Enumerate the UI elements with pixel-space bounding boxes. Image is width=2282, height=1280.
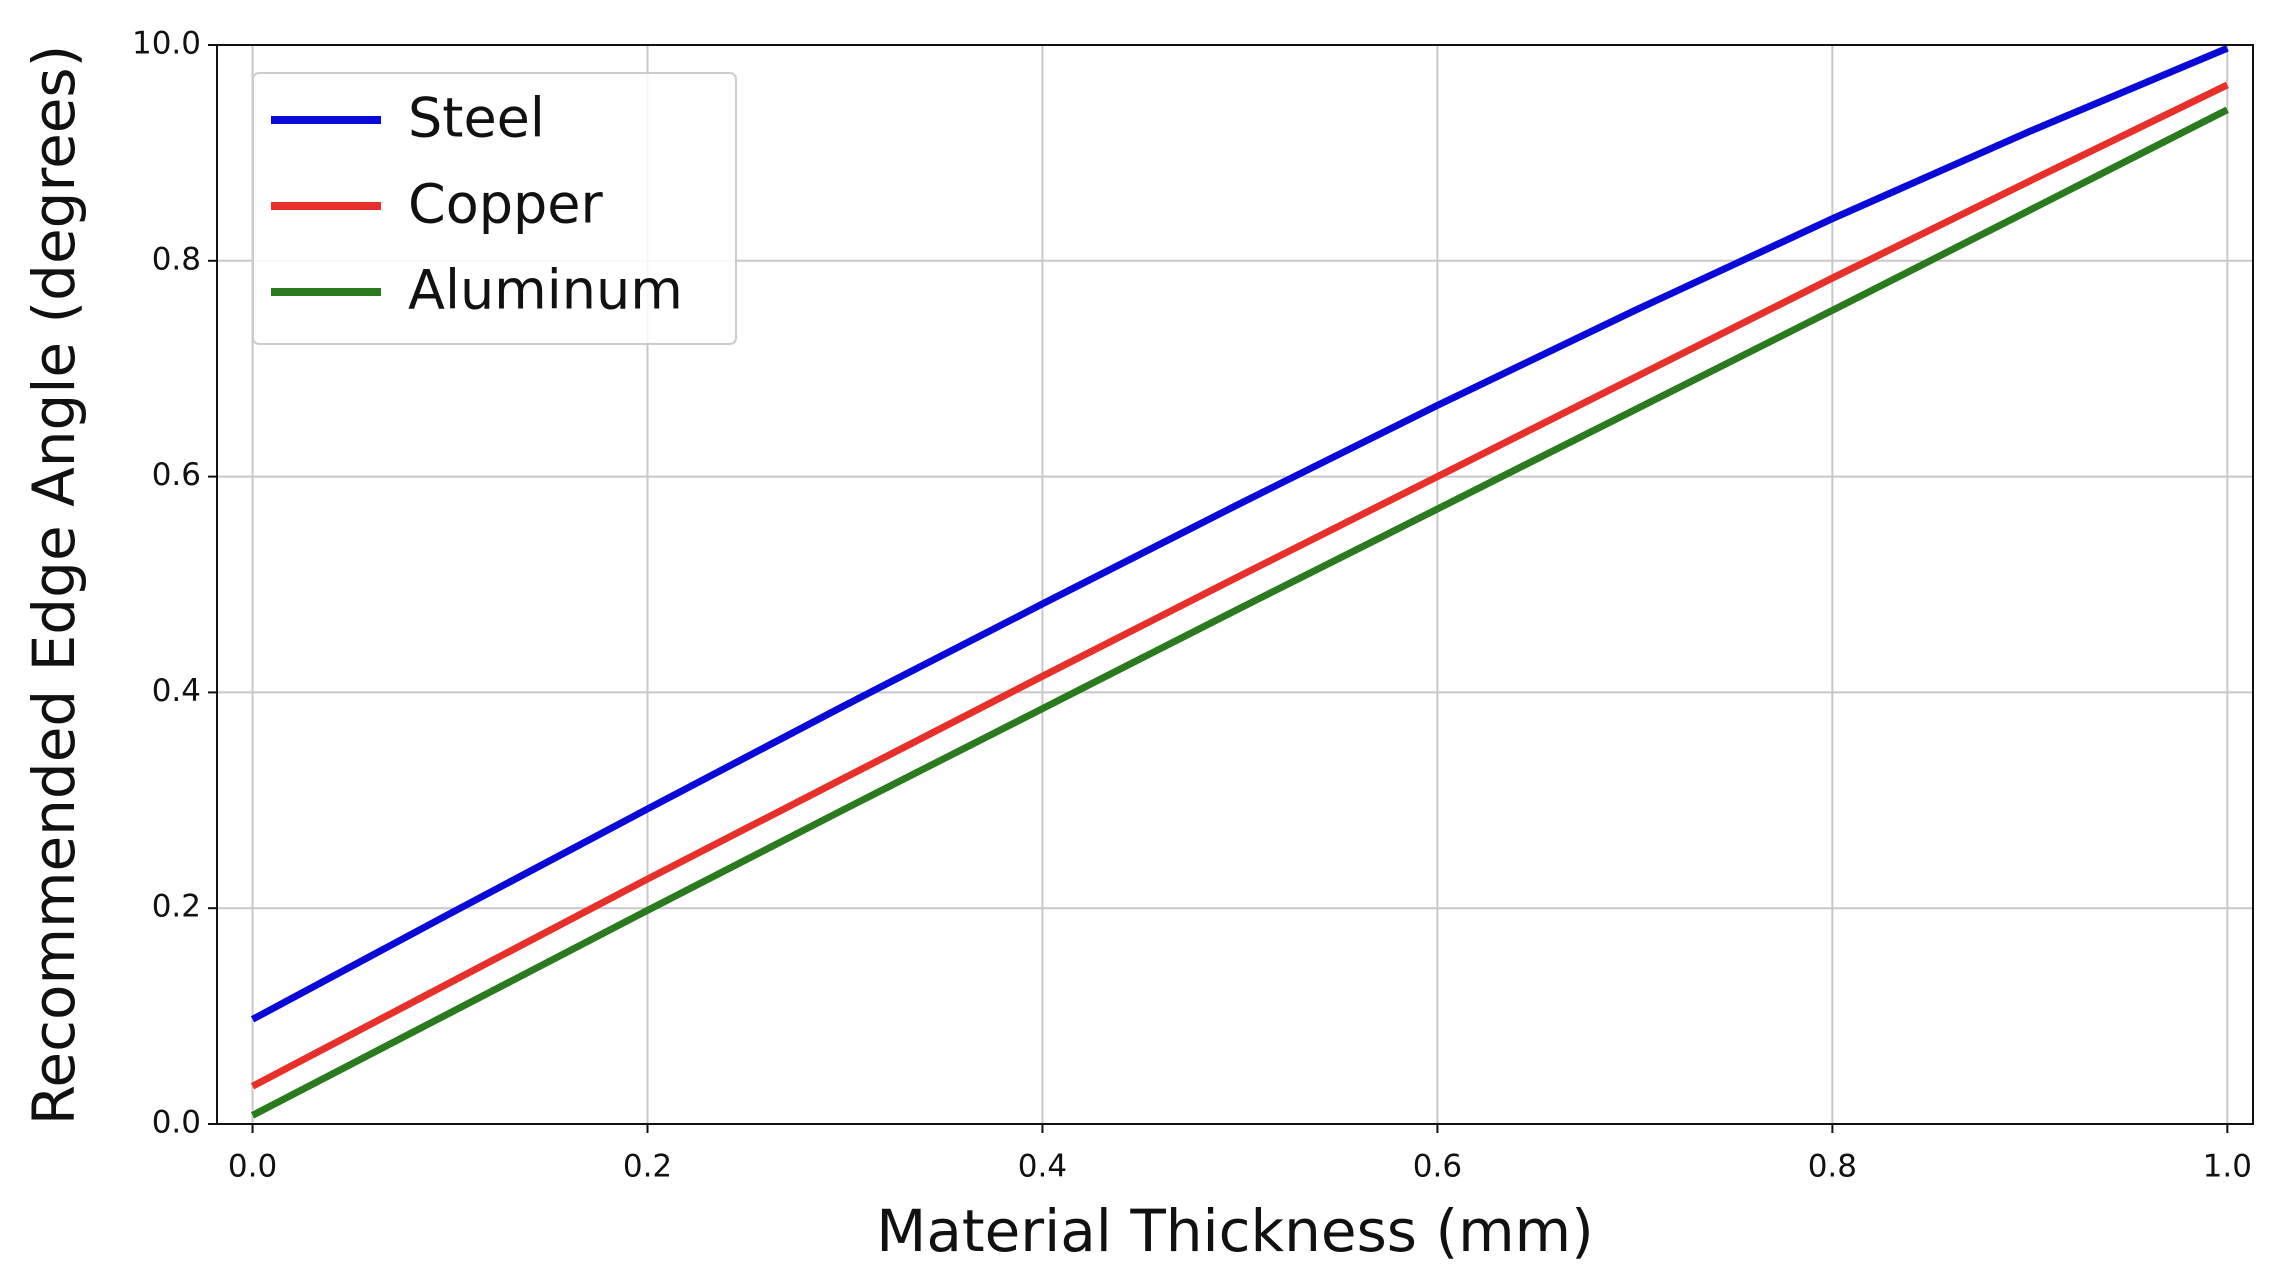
x-axis-label: Material Thickness (mm) bbox=[876, 1197, 1593, 1265]
x-tick-label: 0.8 bbox=[1808, 1149, 1857, 1185]
y-tick-label: 0.6 bbox=[152, 457, 201, 493]
line-series bbox=[250, 81, 2229, 1090]
y-tick-label: 0.4 bbox=[152, 673, 201, 709]
y-tick-label: 10.0 bbox=[132, 26, 201, 62]
x-tick-label: 0.4 bbox=[1018, 1149, 1067, 1185]
x-tick-label: 0.0 bbox=[228, 1149, 277, 1185]
legend-label: Aluminum bbox=[408, 259, 683, 322]
line-series bbox=[250, 45, 2229, 1023]
y-tick-label: 0.8 bbox=[152, 241, 201, 277]
y-tick-label: 0.0 bbox=[152, 1105, 201, 1141]
legend-box bbox=[252, 72, 737, 345]
plot-frame bbox=[216, 44, 2254, 1125]
line-series bbox=[250, 106, 2229, 1119]
y-axis-label: Recommended Edge Angle (degrees) bbox=[20, 45, 88, 1126]
legend-label: Copper bbox=[408, 173, 604, 236]
x-tick-label: 0.2 bbox=[623, 1149, 672, 1185]
x-tick-label: 1.0 bbox=[2203, 1149, 2252, 1185]
legend-label: Steel bbox=[408, 87, 545, 150]
y-tick-label: 0.2 bbox=[152, 889, 201, 925]
x-tick-label: 0.6 bbox=[1413, 1149, 1462, 1185]
